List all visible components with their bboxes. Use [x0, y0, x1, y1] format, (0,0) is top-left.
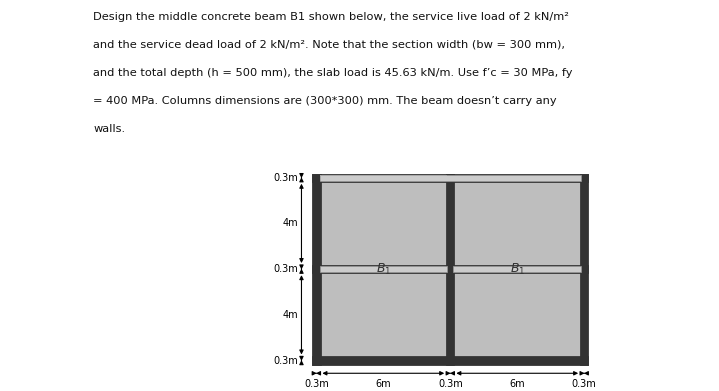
Bar [313, 174, 587, 364]
Bar [319, 266, 447, 272]
Text: and the service dead load of 2 kN/m². Note that the section width (bw = 300 mm),: and the service dead load of 2 kN/m². No… [93, 40, 565, 50]
Bar [313, 357, 587, 364]
Bar [313, 174, 587, 181]
Bar [447, 174, 454, 364]
Text: 4m: 4m [283, 219, 298, 228]
Text: 4m: 4m [283, 310, 298, 320]
Text: 6m: 6m [510, 379, 525, 389]
Text: $B_1$: $B_1$ [510, 262, 525, 277]
Text: 0.3m: 0.3m [304, 379, 329, 389]
Bar [319, 174, 447, 181]
Text: Design the middle concrete beam B1 shown below, the service live load of 2 kN/m²: Design the middle concrete beam B1 shown… [93, 12, 569, 22]
Text: 0.3m: 0.3m [572, 379, 597, 389]
Text: = 400 MPa. Columns dimensions are (300*300) mm. The beam doesn’t carry any: = 400 MPa. Columns dimensions are (300*3… [93, 96, 557, 106]
Bar [581, 174, 587, 364]
Text: 0.3m: 0.3m [438, 379, 462, 389]
Text: $B_1$: $B_1$ [375, 262, 391, 277]
Bar [319, 174, 581, 181]
Bar [454, 266, 581, 272]
Bar [313, 174, 319, 364]
Text: 0.3m: 0.3m [273, 173, 298, 183]
Bar [313, 266, 587, 272]
Text: 6m: 6m [375, 379, 391, 389]
Text: 0.3m: 0.3m [273, 264, 298, 274]
Text: walls.: walls. [93, 124, 126, 135]
Text: and the total depth (h = 500 mm), the slab load is 45.63 kN/m. Use f’c = 30 MPa,: and the total depth (h = 500 mm), the sl… [93, 68, 573, 78]
Text: 0.3m: 0.3m [273, 355, 298, 366]
